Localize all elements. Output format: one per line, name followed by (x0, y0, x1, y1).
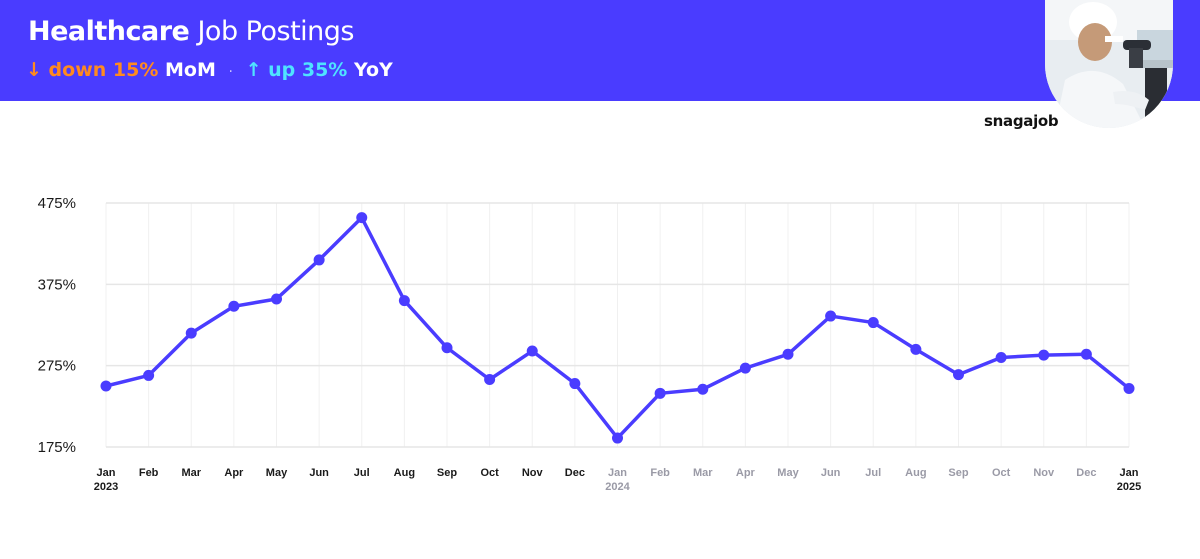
data-point (185, 327, 197, 339)
data-point (867, 317, 879, 329)
down-arrow-icon: ↓ (26, 59, 42, 81)
data-point (526, 345, 538, 357)
x-tick-label: Jan (608, 467, 627, 479)
x-tick-label: May (777, 467, 799, 479)
data-point (569, 378, 581, 390)
mom-label: MoM (165, 59, 216, 81)
data-point (313, 254, 325, 266)
x-tick-label: Nov (1033, 467, 1055, 479)
x-tick-label: Apr (736, 467, 756, 479)
data-point (612, 432, 623, 444)
data-point (1038, 349, 1050, 361)
data-point (654, 387, 666, 399)
data-point (825, 310, 837, 322)
data-point (100, 380, 112, 392)
title-rest: Job Postings (197, 16, 354, 47)
data-point (739, 362, 751, 374)
data-point (356, 212, 368, 224)
y-tick-label: 375% (38, 276, 76, 293)
data-point (1080, 348, 1092, 360)
lab-worker-image (1045, 0, 1173, 128)
yoy-label: YoY (353, 59, 393, 81)
data-point (398, 295, 410, 307)
x-tick-year-label: 2025 (1117, 481, 1141, 493)
data-point (143, 369, 155, 381)
x-tick-label: Mar (693, 467, 713, 479)
x-tick-label: Sep (948, 467, 968, 479)
data-point (697, 383, 709, 395)
y-tick-label: 175% (38, 439, 76, 456)
data-point (271, 293, 282, 305)
data-point (484, 373, 496, 385)
data-point (228, 300, 240, 312)
data-point (782, 348, 794, 360)
data-point (1123, 382, 1135, 394)
x-tick-label: Feb (650, 467, 670, 479)
x-tick-label: Dec (1076, 467, 1096, 479)
x-tick-label: Jan (1120, 467, 1139, 479)
x-tick-label: May (266, 467, 288, 479)
lab-photo (1045, 0, 1173, 128)
y-tick-label: 475% (38, 195, 76, 212)
x-tick-label: Aug (394, 467, 415, 479)
x-tick-label: Jul (354, 467, 370, 479)
x-tick-label: Aug (905, 467, 926, 479)
x-tick-label: Sep (437, 467, 457, 479)
data-point (953, 369, 964, 381)
separator-dot: · (228, 64, 233, 80)
x-tick-label: Mar (181, 467, 201, 479)
x-tick-label: Oct (480, 467, 499, 479)
up-arrow-icon: ↑ (245, 59, 262, 81)
title-bold: Healthcare (28, 16, 190, 47)
header-banner (0, 0, 1200, 101)
change-summary: ↓ down 15% MoM · ↑ up 35% YoY (26, 59, 393, 81)
x-tick-label: Jul (865, 467, 881, 479)
x-tick-year-label: 2024 (605, 481, 630, 493)
x-tick-label: Jun (309, 467, 329, 479)
x-tick-label: Jun (821, 467, 841, 479)
x-tick-year-label: 2023 (94, 481, 118, 493)
data-point (910, 343, 922, 355)
x-tick-label: Feb (139, 467, 159, 479)
x-tick-label: Jan (97, 467, 116, 479)
x-tick-label: Apr (224, 467, 244, 479)
x-tick-label: Dec (565, 467, 585, 479)
brand-logo: snagajob (984, 112, 1059, 130)
data-point (441, 342, 453, 354)
mom-change: down 15% (48, 59, 159, 81)
yoy-change: up 35% (268, 59, 348, 81)
y-tick-label: 275% (38, 358, 76, 375)
data-point (995, 352, 1007, 364)
x-tick-label: Oct (992, 467, 1011, 479)
page-title: Healthcare Job Postings (28, 16, 354, 47)
x-tick-label: Nov (522, 467, 544, 479)
